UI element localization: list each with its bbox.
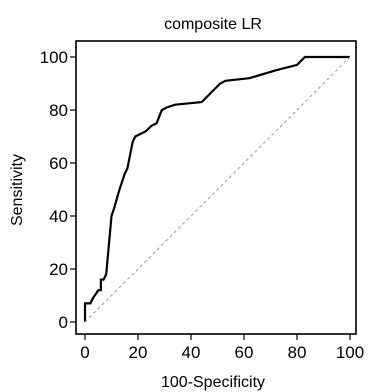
x-tick-label: 60 <box>235 343 254 362</box>
x-tick-label: 0 <box>80 343 89 362</box>
y-tick-label: 100 <box>40 48 68 67</box>
x-axis-label: 100-Specificity <box>161 374 265 391</box>
y-axis-label: Sensitivity <box>9 154 26 226</box>
y-tick-label: 60 <box>49 154 68 173</box>
y-tick-label: 80 <box>49 101 68 120</box>
plot-frame <box>75 40 357 335</box>
y-tick-label: 20 <box>49 260 68 279</box>
y-tick-label: 0 <box>59 313 68 332</box>
chart-title: composite LR <box>164 16 262 33</box>
roc-curve-line <box>83 55 350 322</box>
x-tick-label: 80 <box>288 343 307 362</box>
reference-diagonal-line <box>84 56 351 323</box>
y-tick-label: 40 <box>49 207 68 226</box>
x-tick-label: 40 <box>182 343 201 362</box>
plot-area: 0 20 40 60 80 100 0 20 40 60 80 100 <box>40 40 364 362</box>
x-tick-label: 100 <box>336 343 364 362</box>
x-tick-label: 20 <box>129 343 148 362</box>
